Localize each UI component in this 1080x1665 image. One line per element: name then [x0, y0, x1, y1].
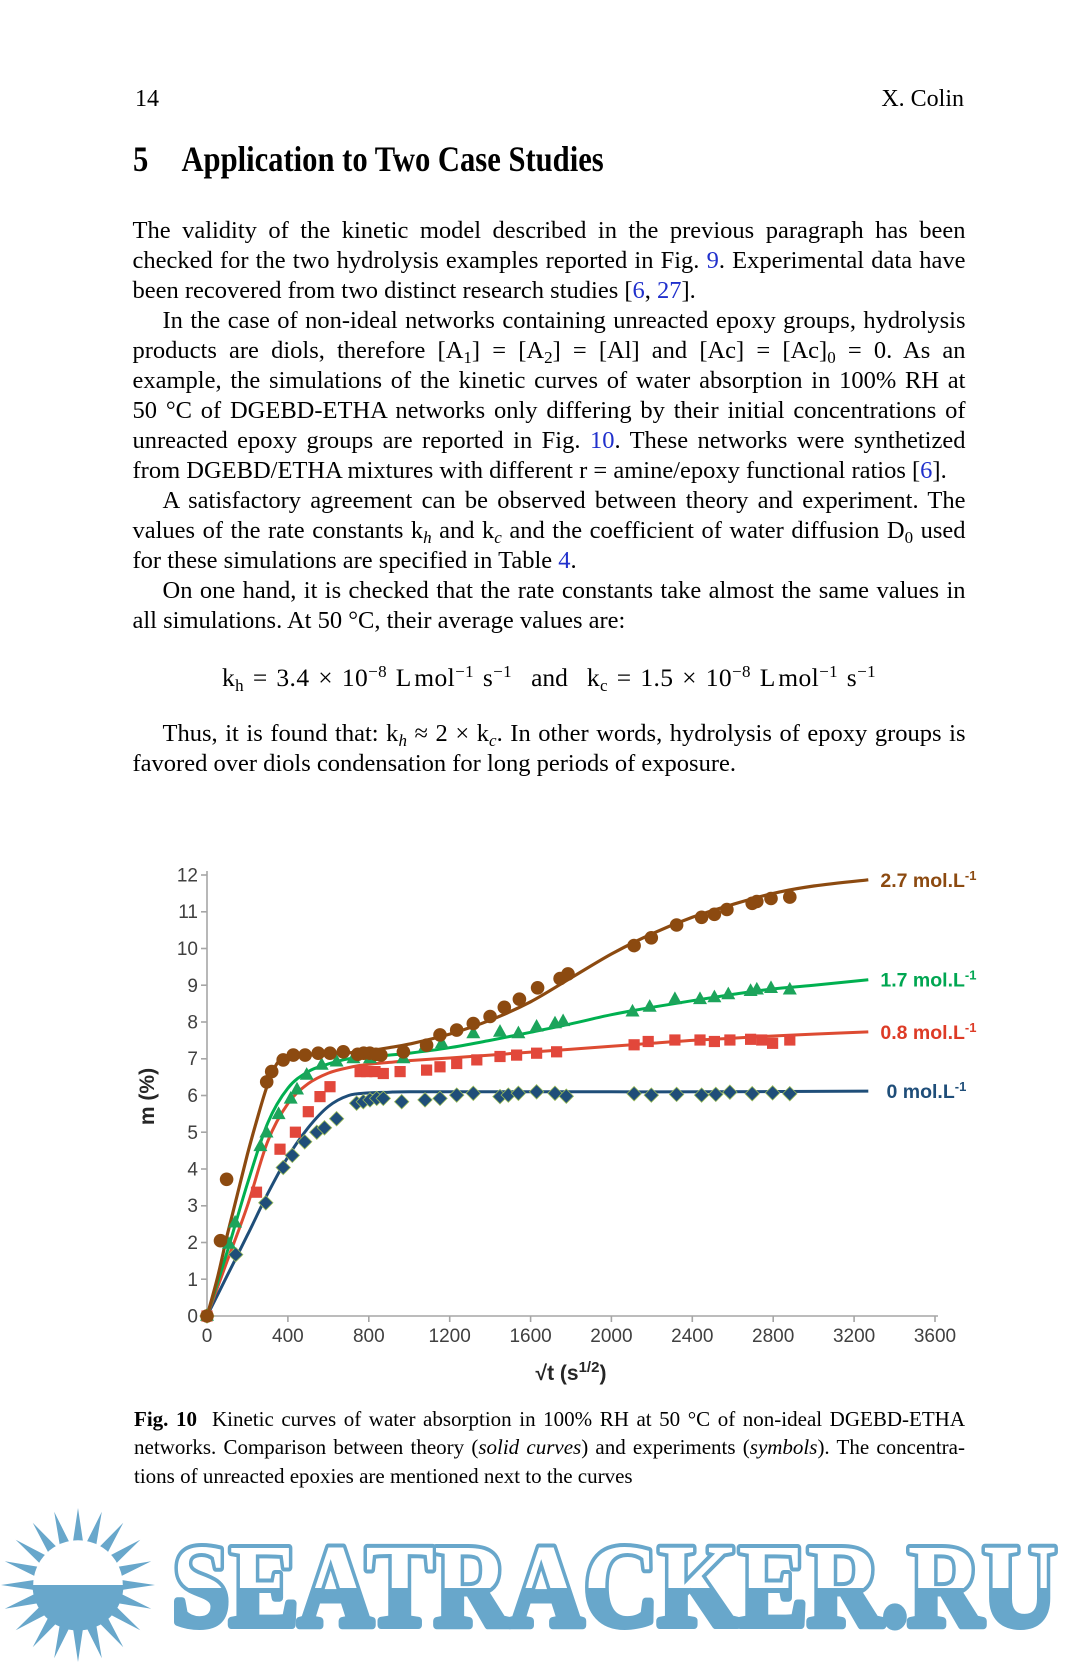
- svg-text:m (%): m (%): [136, 1068, 159, 1125]
- svg-text:7: 7: [187, 1049, 198, 1070]
- svg-text:0: 0: [187, 1307, 198, 1328]
- svg-text:0 mol.L-1: 0 mol.L-1: [887, 1079, 967, 1104]
- svg-text:1: 1: [187, 1270, 198, 1291]
- svg-text:4: 4: [187, 1160, 198, 1181]
- svg-text:2: 2: [187, 1233, 198, 1254]
- svg-text:0.8 mol.L-1: 0.8 mol.L-1: [880, 1019, 976, 1044]
- svg-text:800: 800: [353, 1326, 385, 1347]
- svg-text:12: 12: [177, 866, 198, 887]
- svg-text:10: 10: [177, 939, 198, 960]
- svg-text:3: 3: [187, 1196, 198, 1217]
- svg-text:1200: 1200: [429, 1326, 471, 1347]
- svg-text:0: 0: [202, 1326, 213, 1347]
- svg-text:6: 6: [187, 1086, 198, 1107]
- svg-text:SEATRACKER.RU: SEATRACKER.RU: [172, 1520, 1057, 1651]
- svg-text:9: 9: [187, 976, 198, 997]
- svg-text:400: 400: [272, 1326, 304, 1347]
- svg-text:8: 8: [187, 1013, 198, 1034]
- svg-text:√t (s1/2): √t (s1/2): [536, 1359, 607, 1386]
- svg-text:2.7 mol.L-1: 2.7 mol.L-1: [880, 867, 976, 892]
- svg-text:2000: 2000: [590, 1326, 632, 1347]
- svg-text:1600: 1600: [509, 1326, 551, 1347]
- svg-text:3200: 3200: [833, 1326, 875, 1347]
- svg-text:5: 5: [187, 1123, 198, 1144]
- svg-text:3600: 3600: [914, 1326, 956, 1347]
- svg-text:2800: 2800: [752, 1326, 794, 1347]
- svg-text:11: 11: [178, 902, 198, 923]
- svg-text:1.7 mol.L-1: 1.7 mol.L-1: [880, 967, 976, 992]
- svg-text:2400: 2400: [671, 1326, 713, 1347]
